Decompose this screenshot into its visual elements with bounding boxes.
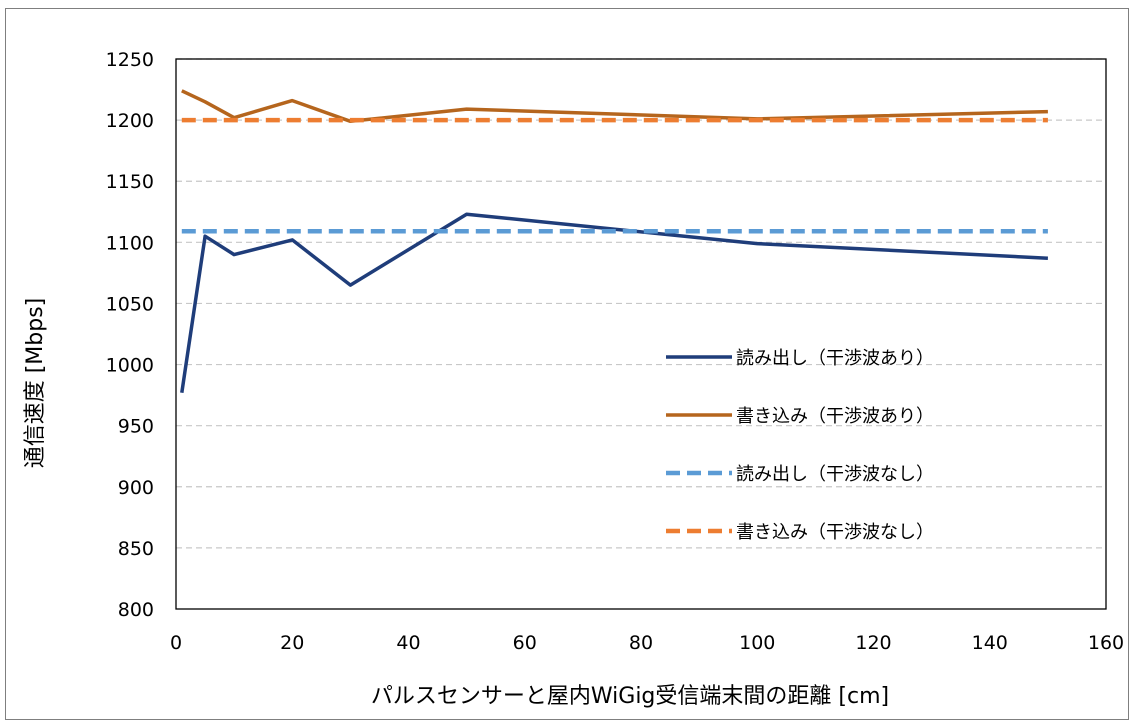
- x-tick-label-0: 0: [170, 632, 182, 654]
- chart-svg: 800 850 900 950 1000 1050 1100 1150 1200 1250 0 20 4…: [23, 49, 1124, 709]
- x-tick-label-60: 60: [513, 632, 537, 654]
- y-axis-title: 通信速度 [Mbps]: [23, 298, 48, 469]
- series-layer: [180, 89, 1048, 393]
- x-tick-label-20: 20: [280, 632, 304, 654]
- axis-layer: [175, 58, 1107, 610]
- series-line-1: [180, 212, 1048, 393]
- x-tick-label-140: 140: [972, 632, 1008, 654]
- y-tick-label-800: 800: [118, 599, 154, 621]
- x-tick-label-160: 160: [1088, 632, 1124, 654]
- plot-area-border: [175, 58, 1107, 610]
- x-axis-title: パルスセンサーと屋内WiGig受信端末間の距離 [cm]: [371, 684, 889, 709]
- series-line-2: [181, 89, 1048, 124]
- legend-label-4: 書き込み（干渉波なし）: [736, 522, 934, 543]
- y-tick-label-1250: 1250: [106, 49, 154, 71]
- y-tick-label-1200: 1200: [106, 110, 154, 132]
- legend-layer: 読み出し（干渉波あり） 書き込み（干渉波あり） 読み出し（干渉波なし） 書き込み（干渉…: [666, 348, 934, 543]
- tick-layer: 800 850 900 950 1000 1050 1100 1150 1200 1250 0 20 4…: [106, 49, 1124, 654]
- y-tick-label-950: 950: [118, 416, 154, 438]
- y-tick-label-1100: 1100: [106, 232, 154, 254]
- x-tick-label-40: 40: [396, 632, 420, 654]
- x-tick-label-100: 100: [739, 632, 775, 654]
- chart-frame: 800 850 900 950 1000 1050 1100 1150 1200 1250 0 20 4…: [5, 8, 1129, 720]
- x-tick-label-80: 80: [629, 632, 653, 654]
- x-tick-label-120: 120: [855, 632, 891, 654]
- y-tick-label-1050: 1050: [106, 293, 154, 315]
- y-tick-label-900: 900: [118, 477, 154, 499]
- legend-label-3: 読み出し（干渉波なし）: [736, 464, 934, 485]
- y-tick-label-1000: 1000: [106, 355, 154, 377]
- legend-label-1: 読み出し（干渉波あり）: [736, 348, 934, 369]
- legend-label-2: 書き込み（干渉波あり）: [736, 406, 934, 427]
- y-tick-label-850: 850: [118, 538, 154, 560]
- y-tick-label-1150: 1150: [106, 171, 154, 193]
- grid-layer: [176, 58, 1106, 549]
